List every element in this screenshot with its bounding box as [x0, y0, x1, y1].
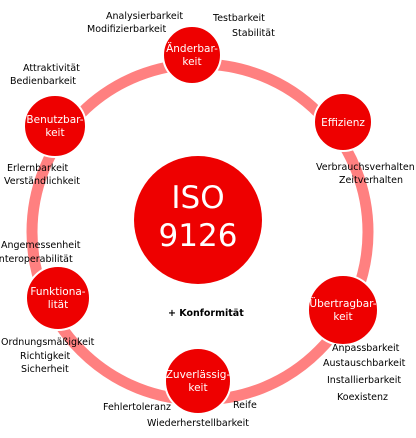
- node-uebertragbarkeit: Übertragbar- keit: [307, 274, 379, 346]
- label-austauschbarkeit: Austauschbarkeit: [323, 358, 406, 369]
- label-verstaendlichkeit: Verständlichkeit: [4, 176, 80, 187]
- node-effizienz-line1: Effizienz: [321, 117, 365, 129]
- label-analysierbarkeit: Analysierbarkeit: [106, 11, 183, 22]
- label-stabilitaet: Stabilität: [232, 28, 275, 39]
- label-verbrauchsverhalten: Verbrauchsverhalten: [316, 162, 415, 173]
- node-zuverlaessigkeit: Zuverlässig- keit: [164, 347, 232, 415]
- center-title-line2: 9126: [159, 218, 238, 254]
- node-effizienz-circle: [313, 92, 373, 152]
- label-richtigkeit: Richtigkeit: [20, 351, 71, 362]
- node-uebertragbarkeit-line2: keit: [333, 311, 352, 323]
- label-erlernbarkeit: Erlernbarkeit: [7, 163, 69, 174]
- node-benutzbarkeit-line2: keit: [45, 127, 64, 139]
- center-circle: [134, 156, 262, 284]
- node-effizienz: Effizienz: [313, 92, 373, 152]
- node-uebertragbarkeit-line1: Übertragbar-: [309, 297, 376, 310]
- label-sicherheit: Sicherheit: [21, 364, 69, 375]
- node-zuverlaessigkeit-line2: keit: [188, 382, 207, 394]
- node-aenderbarkeit-line2: keit: [182, 56, 201, 68]
- node-funktionalitaet-line2: lität: [48, 299, 69, 311]
- label-fehlertoleranz: Fehlertoleranz: [103, 402, 171, 413]
- node-benutzbarkeit-line1: Benutzbar-: [26, 114, 83, 126]
- label-interoperabilitaet: Interoperabilität: [0, 254, 73, 265]
- label-konformitaet: + Konformität: [168, 308, 244, 319]
- label-anpassbarkeit: Anpassbarkeit: [332, 343, 400, 354]
- label-reife: Reife: [233, 400, 257, 411]
- label-installierbarkeit: Installierbarkeit: [327, 375, 401, 386]
- node-aenderbarkeit-circle: [162, 25, 222, 85]
- label-bedienbarkeit: Bedienbarkeit: [10, 76, 76, 87]
- node-aenderbarkeit: Änderbar- keit: [162, 25, 222, 85]
- label-wiederherstellbarkeit: Wiederherstellbarkeit: [147, 418, 249, 429]
- node-zuverlaessigkeit-circle: [164, 347, 232, 415]
- label-modifizierbarkeit: Modifizierbarkeit: [87, 24, 166, 35]
- node-funktionalitaet-circle: [25, 265, 91, 331]
- label-angemessenheit: Angemessenheit: [1, 240, 81, 251]
- label-attraktivitaet: Attraktivität: [23, 63, 80, 74]
- node-aenderbarkeit-line1: Änderbar-: [166, 42, 218, 55]
- node-benutzbarkeit: Benutzbar- keit: [23, 94, 87, 158]
- label-zeitverhalten: Zeitverhalten: [339, 175, 403, 186]
- label-koexistenz: Koexistenz: [337, 392, 388, 403]
- label-ordnungsmaessigkeit: Ordnungsmäßigkeit: [1, 337, 95, 348]
- label-testbarkeit: Testbarkeit: [212, 13, 265, 24]
- node-zuverlaessigkeit-line1: Zuverlässig-: [166, 369, 231, 381]
- node-funktionalitaet-line1: Funktiona-: [30, 286, 85, 298]
- node-uebertragbarkeit-circle: [307, 274, 379, 346]
- node-funktionalitaet: Funktiona- lität: [25, 265, 91, 331]
- node-benutzbarkeit-circle: [23, 94, 87, 158]
- center-title-line1: ISO: [171, 180, 224, 216]
